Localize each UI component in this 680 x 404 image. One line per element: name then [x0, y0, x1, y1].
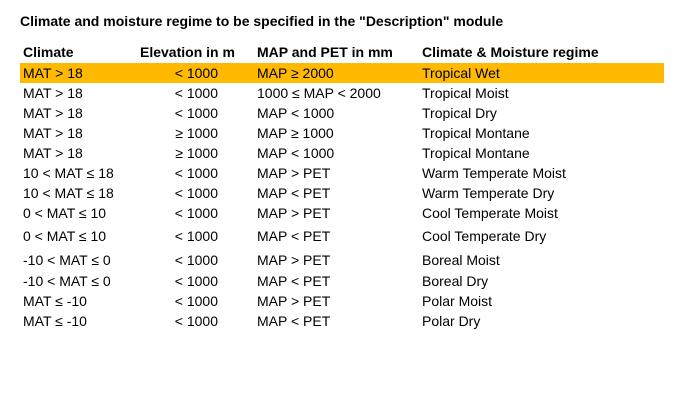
cell-regime: Polar Moist — [422, 293, 493, 309]
cell-regime: Tropical Montane — [422, 145, 530, 161]
cell-map-pet: MAP < PET — [257, 185, 331, 201]
cell-climate: MAT > 18 — [23, 85, 83, 101]
cell-climate: MAT ≤ -10 — [23, 293, 87, 309]
table-row[interactable]: 0 < MAT ≤ 10 < 1000 MAP > PET Cool Tempe… — [20, 203, 664, 223]
cell-elevation: < 1000 — [174, 293, 218, 309]
cell-map-pet: MAP ≥ 2000 — [257, 65, 334, 81]
cell-climate: 0 < MAT ≤ 10 — [23, 228, 107, 244]
table-row[interactable]: MAT ≤ -10 < 1000 MAP < PET Polar Dry — [20, 311, 664, 331]
cell-climate: 10 < MAT ≤ 18 — [23, 185, 114, 201]
cell-map-pet: MAP < PET — [257, 313, 331, 329]
climate-regime-table: Climate Elevation in m MAP and PET in mm… — [20, 42, 664, 331]
cell-map-pet: MAP > PET — [257, 165, 331, 181]
cell-regime: Tropical Dry — [422, 105, 497, 121]
cell-map-pet: MAP > PET — [257, 205, 331, 221]
cell-regime: Cool Temperate Dry — [422, 228, 547, 244]
cell-climate: MAT > 18 — [23, 145, 83, 161]
table-row[interactable]: MAT ≤ -10 < 1000 MAP > PET Polar Moist — [20, 291, 664, 311]
header-map-pet: MAP and PET in mm — [257, 44, 393, 60]
cell-map-pet: MAP < 1000 — [257, 145, 335, 161]
cell-regime: Boreal Moist — [422, 252, 500, 268]
cell-climate: MAT ≤ -10 — [23, 313, 87, 329]
cell-elevation: < 1000 — [174, 273, 218, 289]
cell-climate: MAT > 18 — [23, 125, 83, 141]
table-row[interactable]: -10 < MAT ≤ 0 < 1000 MAP > PET Boreal Mo… — [20, 249, 664, 271]
cell-regime: Polar Dry — [422, 313, 481, 329]
table-row[interactable]: MAT > 18 < 1000 1000 ≤ MAP < 2000 Tropic… — [20, 83, 664, 103]
header-regime: Climate & Moisture regime — [422, 44, 599, 60]
cell-map-pet: MAP > PET — [257, 293, 331, 309]
cell-regime: Warm Temperate Dry — [422, 185, 555, 201]
cell-elevation: < 1000 — [174, 65, 218, 81]
cell-map-pet: MAP < 1000 — [257, 105, 335, 121]
cell-elevation: < 1000 — [174, 165, 218, 181]
table-row[interactable]: MAT > 18 ≥ 1000 MAP ≥ 1000 Tropical Mont… — [20, 123, 664, 143]
cell-elevation: < 1000 — [174, 228, 218, 244]
cell-climate: 0 < MAT ≤ 10 — [23, 205, 107, 221]
table-row[interactable]: 10 < MAT ≤ 18 < 1000 MAP < PET Warm Temp… — [20, 183, 664, 203]
cell-climate: -10 < MAT ≤ 0 — [23, 273, 111, 289]
cell-regime: Warm Temperate Moist — [422, 165, 566, 181]
cell-map-pet: MAP < PET — [257, 228, 331, 244]
cell-regime: Tropical Wet — [422, 65, 500, 81]
table-row[interactable]: MAT > 18 ≥ 1000 MAP < 1000 Tropical Mont… — [20, 143, 664, 163]
table-row[interactable]: MAT > 18 < 1000 MAP ≥ 2000 Tropical Wet — [20, 63, 664, 83]
cell-climate: -10 < MAT ≤ 0 — [23, 252, 111, 268]
cell-elevation: < 1000 — [174, 85, 218, 101]
cell-map-pet: MAP < PET — [257, 273, 331, 289]
page-title: Climate and moisture regime to be specif… — [20, 13, 504, 29]
table-row[interactable]: -10 < MAT ≤ 0 < 1000 MAP < PET Boreal Dr… — [20, 271, 664, 291]
cell-map-pet: MAP > PET — [257, 252, 331, 268]
cell-regime: Tropical Moist — [422, 85, 509, 101]
cell-regime: Cool Temperate Moist — [422, 205, 558, 221]
cell-elevation: ≥ 1000 — [175, 125, 218, 141]
table-header: Climate Elevation in m MAP and PET in mm… — [20, 42, 664, 63]
header-climate: Climate — [23, 44, 74, 60]
cell-elevation: < 1000 — [174, 185, 218, 201]
cell-elevation: < 1000 — [174, 105, 218, 121]
cell-climate: 10 < MAT ≤ 18 — [23, 165, 114, 181]
cell-elevation: < 1000 — [174, 205, 218, 221]
cell-elevation: ≥ 1000 — [175, 145, 218, 161]
cell-elevation: < 1000 — [174, 252, 218, 268]
cell-elevation: < 1000 — [174, 313, 218, 329]
table-row[interactable]: 0 < MAT ≤ 10 < 1000 MAP < PET Cool Tempe… — [20, 223, 664, 249]
cell-climate: MAT > 18 — [23, 105, 83, 121]
cell-map-pet: MAP ≥ 1000 — [257, 125, 334, 141]
header-elevation: Elevation in m — [140, 44, 235, 60]
cell-regime: Boreal Dry — [422, 273, 489, 289]
cell-regime: Tropical Montane — [422, 125, 530, 141]
cell-map-pet: 1000 ≤ MAP < 2000 — [257, 85, 381, 101]
table-row[interactable]: 10 < MAT ≤ 18 < 1000 MAP > PET Warm Temp… — [20, 163, 664, 183]
table-row[interactable]: MAT > 18 < 1000 MAP < 1000 Tropical Dry — [20, 103, 664, 123]
cell-climate: MAT > 18 — [23, 65, 83, 81]
